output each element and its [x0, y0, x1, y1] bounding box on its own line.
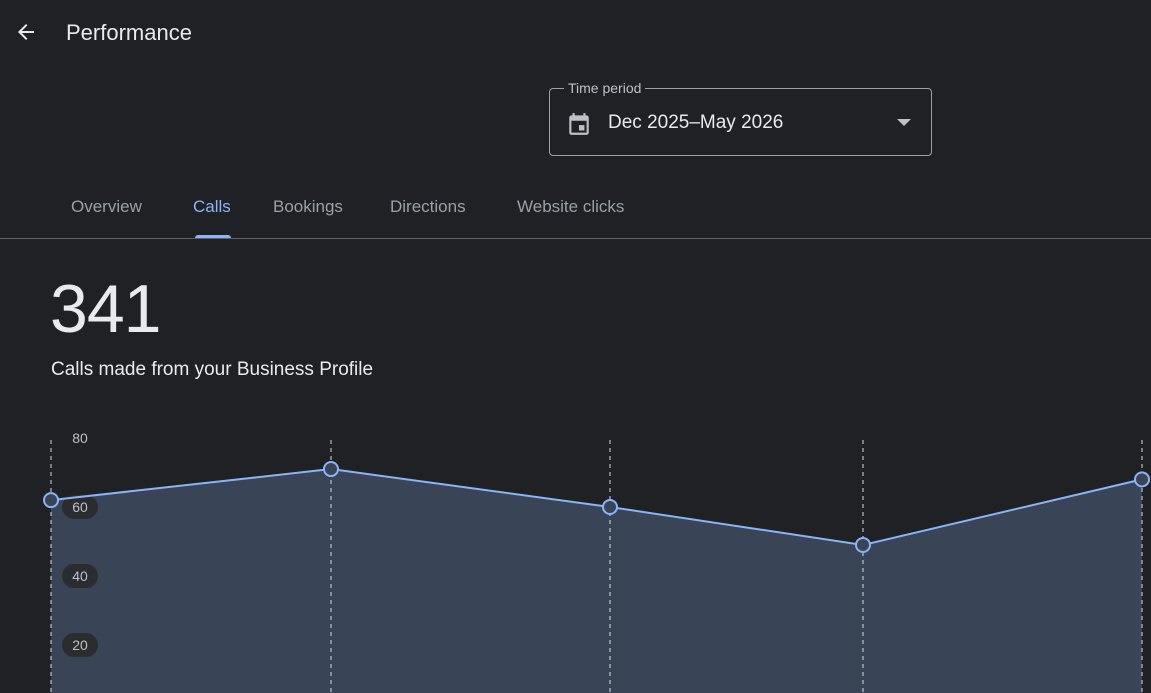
- y-tick-pill-20: [62, 633, 98, 657]
- metric-caption: Calls made from your Business Profile: [51, 359, 374, 380]
- dropdown-arrow-icon: [897, 119, 911, 126]
- y-tick-label-40: 40: [72, 568, 88, 584]
- tab-website-clicks[interactable]: Website clicks: [517, 197, 625, 216]
- arrow-back-icon: [18, 24, 34, 40]
- y-tick-label-80: 80: [72, 430, 88, 446]
- y-tick-pill-60: [62, 495, 98, 519]
- data-point-4: [1134, 471, 1150, 488]
- y-tick-label-20: 20: [72, 637, 88, 653]
- tab-calls[interactable]: Calls: [193, 197, 231, 216]
- y-tick-label-60: 60: [72, 499, 88, 515]
- calendar-icon: [569, 113, 589, 135]
- tab-directions[interactable]: Directions: [390, 197, 466, 216]
- data-point-1: [323, 461, 339, 478]
- calls-chart: 80 60 40 20: [43, 430, 1150, 693]
- time-period-label: Time period: [564, 80, 646, 96]
- y-tick-pill-40: [62, 564, 98, 588]
- top-bar: Performance: [0, 0, 1151, 66]
- active-tab-indicator: [195, 235, 231, 238]
- tab-bookings[interactable]: Bookings: [273, 197, 343, 216]
- data-point-2: [602, 499, 618, 515]
- chart-area: [51, 469, 1142, 693]
- tab-bar: Overview Calls Bookings Directions Websi…: [0, 176, 1151, 239]
- time-period-select[interactable]: Time period Dec 2025–May 2026: [549, 80, 932, 156]
- data-point-0: [43, 492, 59, 509]
- time-period-value: Dec 2025–May 2026: [608, 112, 784, 133]
- page-title: Performance: [66, 20, 192, 45]
- data-point-3: [855, 536, 871, 553]
- back-button[interactable]: [8, 14, 44, 50]
- tab-overview[interactable]: Overview: [71, 197, 142, 216]
- calls-total: 341: [50, 271, 161, 347]
